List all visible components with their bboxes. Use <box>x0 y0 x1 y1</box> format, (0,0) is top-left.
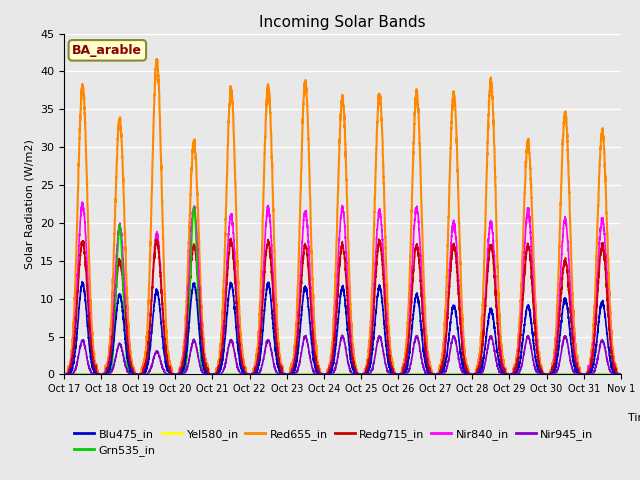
Text: BA_arable: BA_arable <box>72 44 142 57</box>
Text: Time: Time <box>628 413 640 423</box>
Legend: Blu475_in, Grn535_in, Yel580_in, Red655_in, Redg715_in, Nir840_in, Nir945_in: Blu475_in, Grn535_in, Yel580_in, Red655_… <box>70 424 598 460</box>
Y-axis label: Solar Radiation (W/m2): Solar Radiation (W/m2) <box>24 139 35 269</box>
Title: Incoming Solar Bands: Incoming Solar Bands <box>259 15 426 30</box>
